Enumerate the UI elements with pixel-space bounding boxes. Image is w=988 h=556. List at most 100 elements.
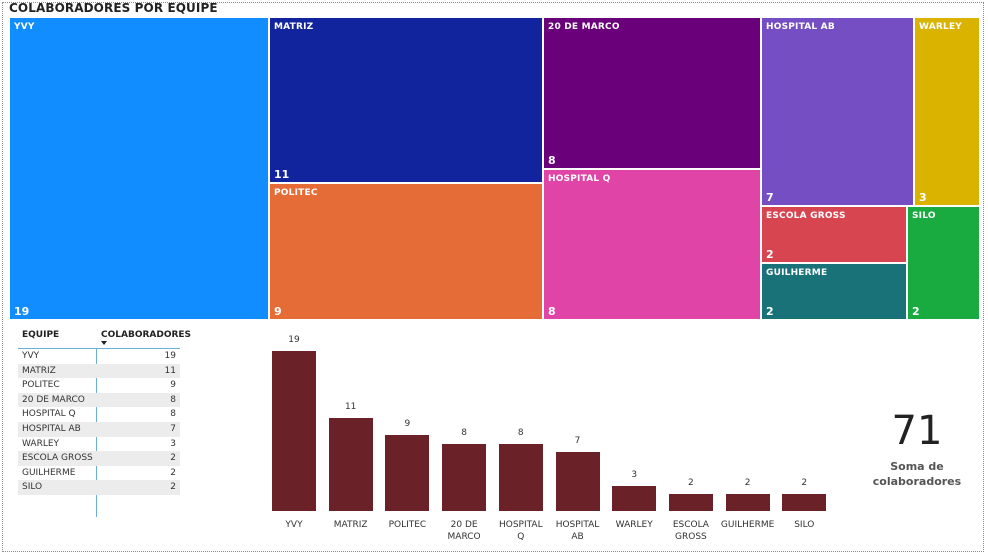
bar-20-de-marco[interactable]	[442, 443, 487, 511]
table-row[interactable]: ESCOLA GROSS 2	[18, 451, 180, 466]
data-label: 19	[288, 335, 300, 345]
cell-colaboradores: 11	[164, 365, 176, 376]
cell-equipe: MATRIZ	[22, 365, 56, 376]
treemap-tile-politec[interactable]: POLITEC 9	[269, 183, 543, 320]
treemap-tile-label: MATRIZ	[274, 22, 314, 32]
bar-matriz[interactable]	[328, 418, 373, 511]
table-row[interactable]: 20 DE MARCO 8	[18, 392, 180, 408]
cell-equipe: WARLEY	[22, 438, 60, 449]
data-label: 7	[574, 436, 581, 447]
table-row[interactable]: SILO 2	[18, 480, 180, 495]
kpi-value: 71	[891, 408, 943, 454]
bar-hospital-q[interactable]	[498, 443, 543, 511]
bar-warley[interactable]	[612, 485, 657, 511]
treemap-tile-warley[interactable]: WARLEY 3	[914, 17, 980, 206]
x-tick-label: YVY	[285, 520, 303, 530]
x-tick-label: GUILHERME	[720, 520, 775, 530]
cell-equipe: HOSPITAL AB	[22, 424, 81, 434]
table-row[interactable]: YVY 19	[18, 349, 180, 364]
bar-chart[interactable]: 19 YVY 11 MATRIZ 9 POLITEC 8 20 DE MARCO 8 HOSPITA…	[262, 326, 842, 550]
data-label: 9	[404, 419, 411, 430]
treemap-tile-value: 9	[274, 305, 282, 318]
cell-colaboradores: 2	[170, 453, 176, 464]
x-tick-label: ESCOLA GROSS	[672, 520, 709, 542]
cell-colaboradores: 8	[170, 394, 176, 405]
kpi-label-line1: Soma de	[890, 460, 944, 473]
kpi-label: Soma de colaboradores	[850, 459, 984, 489]
treemap-tile-label: POLITEC	[274, 188, 318, 198]
treemap-tile-value: 8	[548, 305, 556, 318]
treemap-tile-value: 2	[766, 248, 774, 261]
x-tick-label: WARLEY	[615, 520, 653, 530]
cell-equipe: HOSPITAL Q	[22, 409, 76, 420]
treemap-tile-label: HOSPITAL AB	[766, 22, 835, 32]
treemap-tile-yvy[interactable]: YVY 19	[9, 17, 269, 320]
x-tick-label: MATRIZ	[333, 520, 368, 530]
treemap-tile-label: GUILHERME	[766, 268, 828, 278]
cell-equipe: ESCOLA GROSS	[22, 453, 93, 464]
cell-colaboradores: 2	[170, 467, 176, 478]
cell-equipe: POLITEC	[22, 380, 60, 391]
bar-yvy[interactable]	[272, 351, 316, 511]
cell-colaboradores: 8	[170, 409, 176, 420]
x-tick-label: HOSPITAL Q	[498, 520, 543, 542]
treemap-tile-label: WARLEY	[919, 22, 963, 32]
bar-politec[interactable]	[385, 435, 430, 511]
treemap-tile-value: 3	[919, 191, 927, 204]
treemap-tile-label: SILO	[912, 211, 936, 221]
treemap-tile-20-de-marco[interactable]: 20 DE MARCO 8	[543, 17, 761, 169]
table-row[interactable]: POLITEC 9	[18, 378, 180, 393]
treemap-tile-matriz[interactable]: MATRIZ 11	[269, 17, 543, 183]
cell-colaboradores: 2	[170, 482, 176, 493]
treemap-tile-value: 2	[766, 305, 774, 318]
cell-equipe: GUILHERME	[22, 467, 76, 478]
treemap-tile-label: 20 DE MARCO	[548, 22, 620, 32]
treemap-tile-label: YVY	[14, 22, 35, 32]
x-tick-label: POLITEC	[388, 520, 427, 530]
treemap-tile-value: 11	[274, 168, 290, 181]
x-tick-label: SILO	[794, 520, 815, 530]
cell-colaboradores: 7	[170, 424, 176, 434]
data-label: 2	[688, 478, 694, 489]
bar-escola-gross[interactable]	[668, 494, 713, 511]
header-equipe[interactable]: EQUIPE	[22, 330, 60, 340]
treemap-chart[interactable]: YVY 19 MATRIZ 11 POLITEC 9 20 DE MARCO 8 HOSPITA…	[0, 0, 988, 330]
table-row[interactable]: GUILHERME 2	[18, 466, 180, 481]
data-label: 8	[517, 427, 524, 438]
data-label: 2	[801, 478, 808, 489]
kpi-label-line2: colaboradores	[872, 475, 962, 488]
cell-colaboradores: 19	[164, 351, 176, 361]
treemap-tile-value: 19	[14, 305, 30, 318]
table-row[interactable]: HOSPITAL AB 7	[18, 422, 180, 437]
treemap-tile-hospital-q[interactable]: HOSPITAL Q 8	[543, 169, 761, 320]
data-label: 8	[461, 427, 467, 438]
x-tick-label: HOSPITAL AB	[555, 520, 600, 542]
treemap-tile-silo[interactable]: SILO 2	[907, 206, 980, 320]
treemap-tile-hospital-ab[interactable]: HOSPITAL AB 7	[761, 17, 914, 206]
treemap-tile-label: HOSPITAL Q	[548, 174, 611, 184]
bar-silo[interactable]	[782, 494, 827, 511]
treemap-tile-value: 7	[766, 191, 774, 204]
bar-guilherme[interactable]	[725, 494, 770, 511]
treemap-tile-value: 8	[548, 154, 556, 167]
treemap-tile-escola-gross[interactable]: ESCOLA GROSS 2	[761, 206, 907, 263]
cell-colaboradores: 3	[170, 438, 176, 449]
table-row[interactable]: MATRIZ 11	[18, 363, 180, 379]
treemap-title: COLABORADORES POR EQUIPE	[9, 1, 218, 15]
cell-equipe: SILO	[22, 482, 43, 493]
bar-hospital-ab[interactable]	[555, 452, 600, 511]
table-row[interactable]: HOSPITAL Q 8	[18, 407, 180, 422]
treemap-tile-label: ESCOLA GROSS	[766, 211, 846, 221]
cell-equipe: YVY	[22, 351, 40, 361]
header-colaboradores[interactable]: COLABORADORES	[101, 330, 192, 340]
data-label: 3	[631, 469, 638, 480]
x-tick-label: 20 DE MARCO	[447, 520, 481, 542]
sort-desc-icon[interactable]	[101, 341, 107, 345]
table-header: EQUIPE COLABORADORES	[18, 326, 191, 349]
table-row[interactable]: WARLEY 3	[18, 437, 180, 452]
treemap-tile-guilherme[interactable]: GUILHERME 2	[761, 263, 907, 320]
data-label: 2	[744, 478, 751, 489]
cell-equipe: 20 DE MARCO	[22, 394, 85, 405]
cell-colaboradores: 9	[170, 380, 176, 391]
